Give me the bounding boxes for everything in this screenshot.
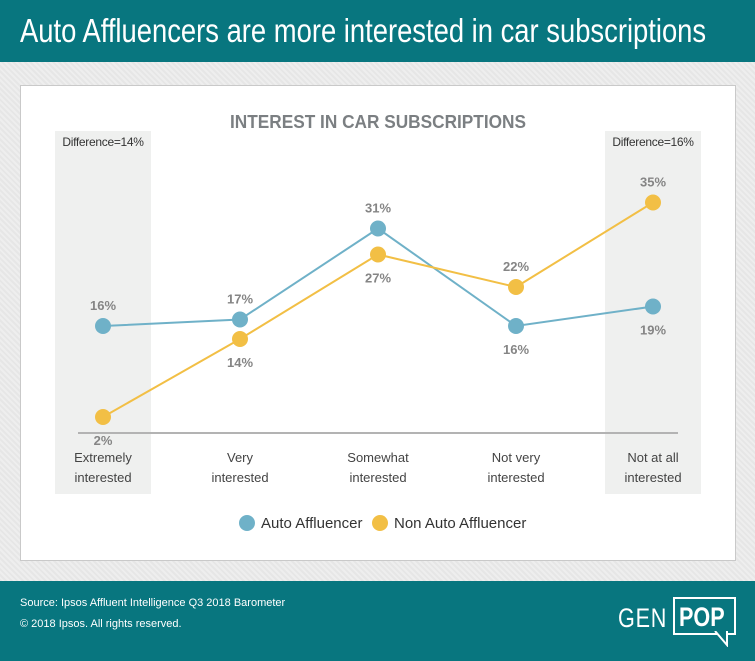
legend-label: Auto Affluencer [261,515,362,532]
data-label: 35% [640,175,666,190]
header-bar: Auto Affluencers are more interested in … [0,0,755,62]
copyright-text: © 2018 Ipsos. All rights reserved. [20,618,182,630]
x-tick-label: interested [349,470,406,485]
line-chart: Difference=14% Difference=16% INTEREST IN … [55,112,701,532]
data-label: 14% [227,355,253,370]
logo-gen: GEN [618,603,668,633]
footer: Source: Ipsos Affluent Intelligence Q3 2… [0,581,755,661]
data-point [508,318,524,334]
legend-label: Non Auto Affluencer [394,515,526,532]
legend-marker [372,515,388,531]
difference-label: Difference=14% [62,135,144,149]
source-text: Source: Ipsos Affluent Intelligence Q3 2… [20,597,286,609]
data-point [95,318,111,334]
logo-pop-box: POP [673,597,736,635]
data-point [370,246,386,263]
x-tick-label: Extremely [74,450,132,465]
data-label: 2% [94,433,113,448]
page-title: Auto Affluencers are more interested in … [20,12,707,49]
legend-marker [239,515,255,531]
data-label: 31% [365,201,391,216]
x-tick-label: interested [624,470,681,485]
data-point [232,311,248,328]
logo-pop: POP [679,602,725,632]
data-label: 16% [90,298,116,313]
data-label: 27% [365,271,391,286]
x-tick-label: Not very [492,450,541,465]
speech-tail-icon [714,631,728,647]
data-point [232,331,248,347]
data-point [95,409,111,425]
chart-title: INTEREST IN CAR SUBSCRIPTIONS [230,112,526,132]
x-tick-label: interested [487,470,544,485]
x-tick-label: Very [227,450,254,465]
x-tick-label: interested [74,470,131,485]
data-point [370,220,386,237]
data-label: 17% [227,292,253,307]
data-label: 19% [640,323,666,338]
x-tick-label: Not at all [627,450,678,465]
data-point [645,298,661,315]
x-tick-label: Somewhat [347,450,409,465]
data-label: 16% [503,342,529,357]
x-tick-label: interested [211,470,268,485]
data-label: 22% [503,259,529,274]
data-point [508,279,524,295]
data-point [645,194,661,211]
difference-label: Difference=16% [612,135,694,149]
